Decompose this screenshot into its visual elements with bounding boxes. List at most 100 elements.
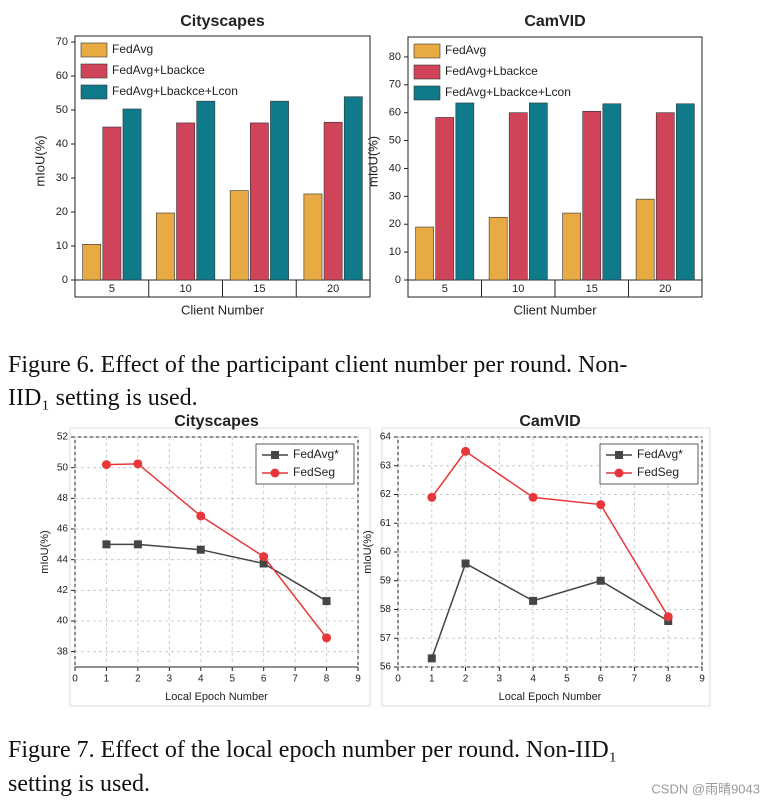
x-tick-label: 5 <box>442 283 448 295</box>
y-tick-label: 40 <box>389 162 401 174</box>
marker <box>461 446 471 456</box>
bar <box>508 112 528 281</box>
bar <box>343 96 363 281</box>
marker <box>133 459 143 469</box>
x-tick-label: 3 <box>167 674 173 685</box>
x-tick-label: 0 <box>72 674 78 685</box>
legend-label: FedSeg <box>637 465 679 479</box>
y-axis-label: mIoU(%) <box>39 530 51 573</box>
legend-marker <box>615 451 623 459</box>
legend-label: FedAvg+Lbackce+Lcon <box>112 84 238 98</box>
x-tick-label: 5 <box>229 674 235 685</box>
legend-label: FedSeg <box>293 465 335 479</box>
x-tick-label: 9 <box>355 674 361 685</box>
chart-title: CamVID <box>519 413 580 430</box>
panel-frame <box>381 427 711 707</box>
x-tick-label: 8 <box>324 674 330 685</box>
legend-swatch <box>413 85 441 101</box>
chart-title: Cityscapes <box>174 413 259 430</box>
x-tick-label: 5 <box>564 674 570 685</box>
y-tick-label: 61 <box>380 518 392 529</box>
bar <box>562 212 582 281</box>
legend-marker <box>270 468 280 478</box>
y-tick-label: 50 <box>57 462 69 473</box>
x-tick-label: 4 <box>198 674 204 685</box>
chart-title: CamVID <box>524 13 585 30</box>
y-tick-label: 40 <box>57 616 69 627</box>
x-tick-label: 2 <box>463 674 469 685</box>
marker <box>259 559 268 568</box>
legend-swatch <box>80 42 108 58</box>
chart-title: Cityscapes <box>180 13 265 30</box>
y-tick-label: 50 <box>56 104 68 116</box>
bar <box>229 190 249 281</box>
caption: Figure 7. Effect of the local epoch numb… <box>8 737 617 763</box>
marker <box>529 596 538 605</box>
series-line <box>431 562 669 659</box>
y-tick-label: 70 <box>56 36 68 48</box>
x-axis-label: Client Number <box>513 302 597 317</box>
x-tick-label: 7 <box>292 674 298 685</box>
y-tick-label: 62 <box>380 489 392 500</box>
legend-label: FedAvg* <box>293 447 339 461</box>
watermark: CSDN @雨晴9043 <box>651 781 760 796</box>
x-axis-label: Client Number <box>181 302 265 317</box>
series-line <box>106 463 328 639</box>
x-tick-label: 1 <box>429 674 435 685</box>
marker <box>427 492 437 502</box>
x-tick-label: 4 <box>530 674 536 685</box>
y-axis-label: mIoU(%) <box>32 135 47 186</box>
bar <box>176 122 196 281</box>
y-tick-label: 48 <box>57 493 69 504</box>
y-axis-label: mIoU(%) <box>365 136 380 187</box>
x-tick-label: 15 <box>586 283 598 295</box>
marker <box>133 540 142 549</box>
marker <box>102 540 111 549</box>
y-tick-label: 50 <box>389 134 401 146</box>
y-tick-label: 52 <box>57 432 69 443</box>
y-tick-label: 44 <box>57 554 69 565</box>
bar <box>156 212 175 281</box>
series-line <box>106 543 327 602</box>
x-tick-label: 10 <box>180 283 192 295</box>
marker <box>596 576 605 585</box>
y-tick-label: 60 <box>56 70 68 82</box>
marker <box>596 500 606 510</box>
bar <box>249 122 269 281</box>
legend-swatch <box>80 84 108 100</box>
marker <box>101 460 111 470</box>
bar <box>455 102 475 281</box>
y-tick-label: 58 <box>380 604 392 615</box>
y-tick-label: 60 <box>380 547 392 558</box>
marker <box>196 511 206 521</box>
y-tick-label: 56 <box>380 662 392 673</box>
legend-label: FedAvg+Lbackce <box>445 64 538 78</box>
x-tick-label: 3 <box>497 674 503 685</box>
marker <box>259 552 269 562</box>
x-tick-label: 2 <box>135 674 141 685</box>
x-axis-label: Local Epoch Number <box>499 691 602 703</box>
x-tick-label: 0 <box>395 674 401 685</box>
x-tick-label: 1 <box>104 674 110 685</box>
y-tick-label: 30 <box>56 172 68 184</box>
marker <box>663 612 673 622</box>
bar <box>122 108 142 281</box>
bar <box>82 244 102 281</box>
y-tick-label: 38 <box>57 646 69 657</box>
legend-box <box>255 443 355 485</box>
bar <box>602 103 622 281</box>
x-tick-label: 5 <box>109 283 115 295</box>
bar <box>655 112 675 281</box>
bar <box>675 103 695 281</box>
y-tick-label: 30 <box>389 190 401 202</box>
x-tick-label: 8 <box>665 674 671 685</box>
y-tick-label: 0 <box>395 274 401 286</box>
panel-frame <box>69 427 371 707</box>
x-tick-label: 20 <box>659 283 671 295</box>
caption: IID₁ setting is used. <box>8 385 198 411</box>
y-tick-label: 59 <box>380 575 392 586</box>
legend-swatch <box>413 64 441 80</box>
y-tick-label: 40 <box>56 138 68 150</box>
y-tick-label: 10 <box>389 246 401 258</box>
